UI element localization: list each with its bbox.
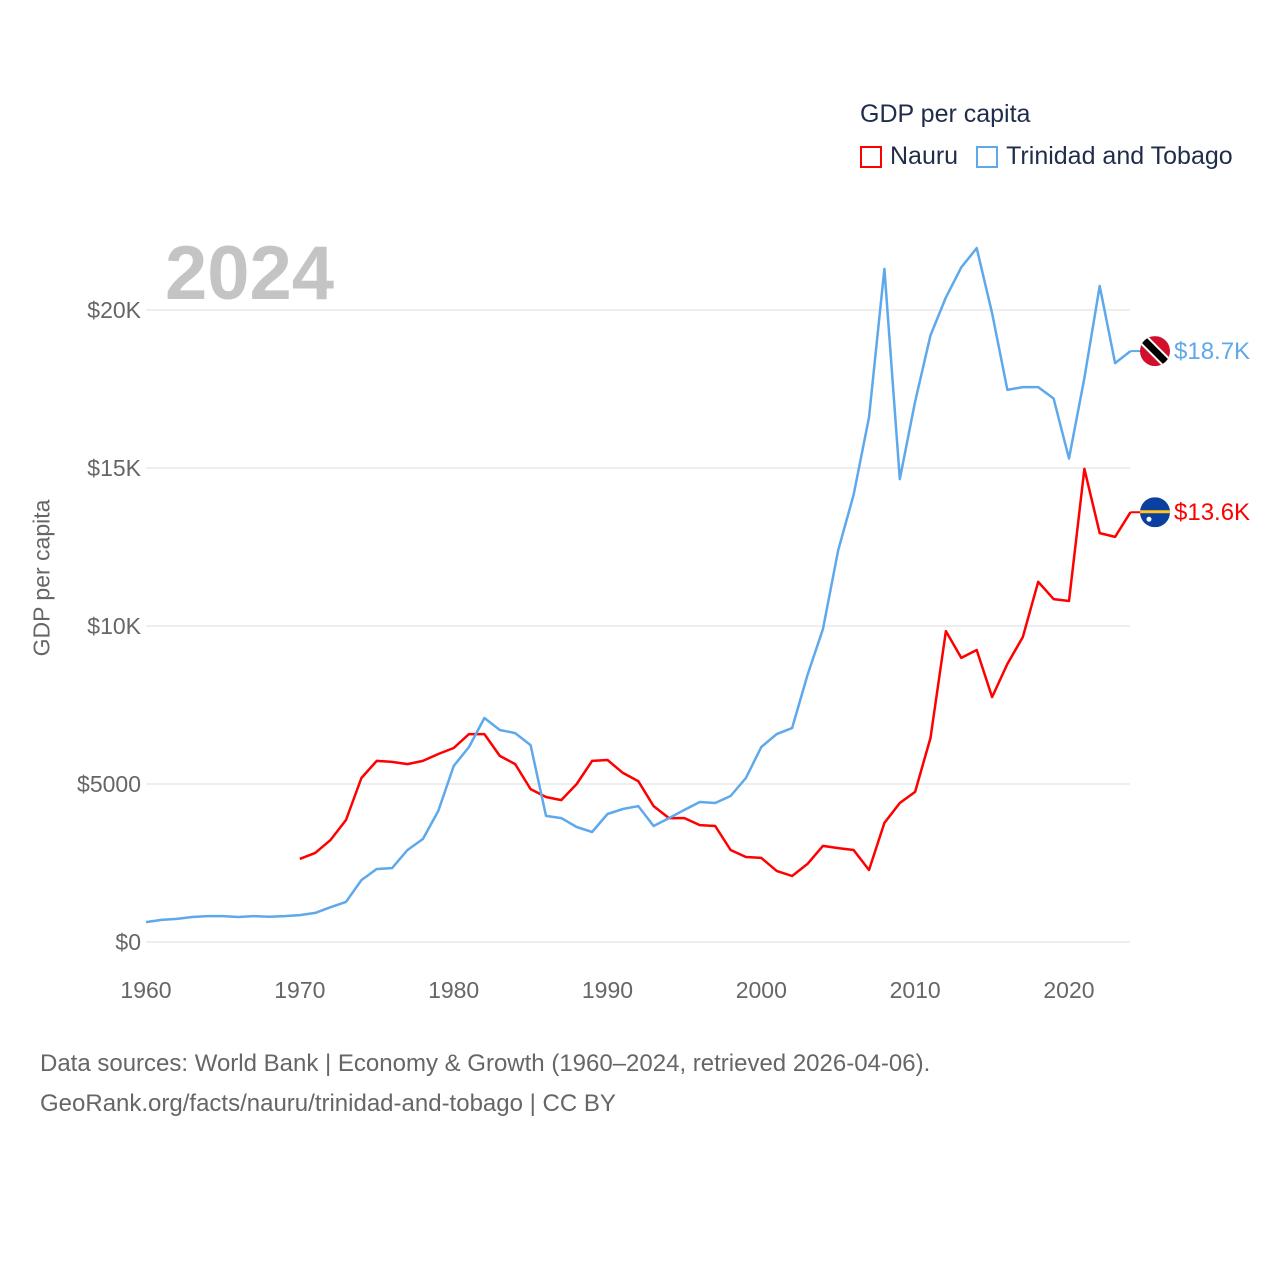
- legend-title: GDP per capita: [860, 100, 1031, 128]
- trinidad-and-tobago-flag-icon: [1140, 336, 1170, 367]
- x-tick-label: 2020: [1043, 977, 1094, 1003]
- legend-item-trinidad[interactable]: Trinidad and Tobago: [976, 142, 1233, 171]
- y-tick-label: $5000: [77, 771, 141, 797]
- x-tick-label: 1970: [274, 977, 325, 1003]
- footer-sources: Data sources: World Bank | Economy & Gro…: [40, 1050, 931, 1077]
- flag-stripe: [1140, 510, 1170, 514]
- end-value-label: $13.6K: [1174, 499, 1250, 526]
- series-line-trinidad: [145, 246, 1132, 924]
- x-tick-label: 1960: [120, 977, 171, 1003]
- y-tick-label: $0: [115, 929, 141, 955]
- end-value-label: $18.7K: [1174, 338, 1250, 365]
- x-tick-label: 1980: [428, 977, 479, 1003]
- x-tick-label: 1990: [582, 977, 633, 1003]
- legend-label-trinidad: Trinidad and Tobago: [1006, 142, 1233, 170]
- nauru-flag-icon: [1140, 497, 1170, 528]
- legend-label-nauru: Nauru: [890, 142, 959, 170]
- y-tick-label: $20K: [87, 297, 141, 323]
- flag-black-band: [1140, 336, 1170, 367]
- flag-star: [1146, 516, 1152, 522]
- footer: Data sources: World Bank | Economy & Gro…: [40, 1044, 930, 1124]
- series-line-nauru: [299, 467, 1132, 878]
- flag-body: [1140, 497, 1170, 528]
- legend: Nauru Trinidad and Tobago: [860, 142, 1251, 171]
- x-tick-label: 2010: [890, 977, 941, 1003]
- y-tick-label: $15K: [87, 455, 141, 481]
- y-tick-label: $10K: [87, 613, 141, 639]
- legend-swatch-nauru: [860, 145, 882, 168]
- year-overlay: 2024: [165, 231, 335, 316]
- x-tick-label: 2000: [736, 977, 787, 1003]
- legend-item-nauru[interactable]: Nauru: [860, 142, 958, 171]
- footer-attribution[interactable]: GeoRank.org/facts/nauru/trinidad-and-tob…: [40, 1090, 616, 1117]
- legend-swatch-trinidad: [976, 145, 999, 168]
- flag-body: [1140, 336, 1170, 367]
